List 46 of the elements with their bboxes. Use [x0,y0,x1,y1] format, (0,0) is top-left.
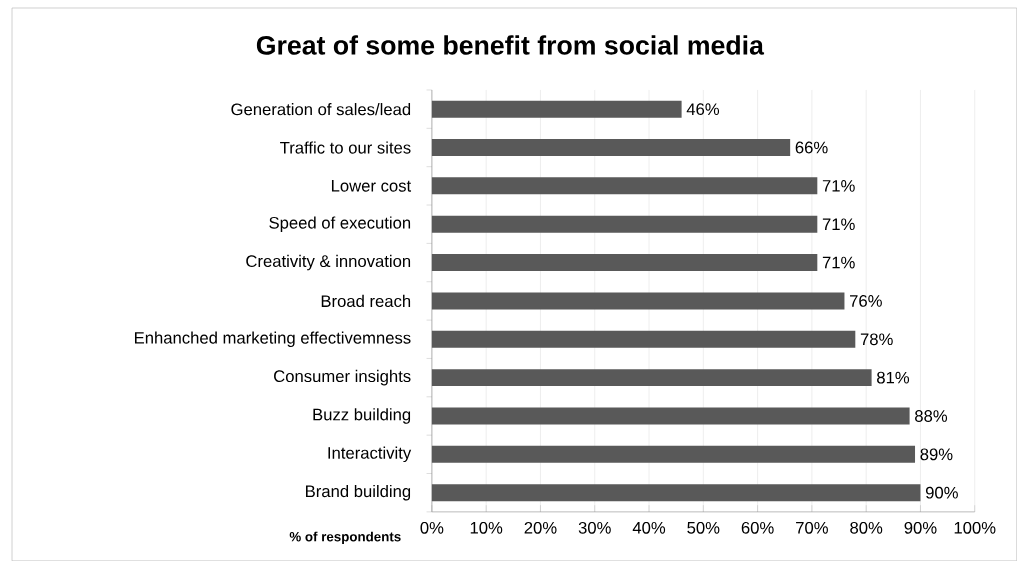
x-tick-label: 60% [741,521,774,534]
chart-title: Great of some benefit from social media [256,35,765,55]
bar [431,177,818,195]
x-tick-label: 70% [796,521,828,534]
data-label: 71% [822,179,855,192]
data-label: 78% [860,333,893,346]
bar [431,292,845,310]
y-tick-label: Speed of execution [269,216,411,232]
y-tick-label: Buzz building [313,408,411,424]
data-label: 46% [686,103,720,116]
data-label: 89% [920,448,953,461]
y-tick-label: Brand building [306,484,411,501]
x-tick-label: 30% [578,521,611,534]
bar [431,100,682,118]
y-tick-label: Generation of sales/lead [231,102,411,116]
y-tick-label: Enhanched marketing effectivemness [134,331,411,347]
data-label: 90% [925,486,958,499]
data-label: 88% [915,410,948,422]
bar [431,138,791,156]
bar [431,215,818,233]
data-label: 66% [795,141,828,154]
bar [431,445,916,463]
y-tick-label: Consumer insights [274,369,411,386]
y-tick-label: Broad reach [321,294,411,307]
y-tick-label: Creativity & innovation [246,254,411,271]
data-label: 71% [822,218,855,230]
bar [431,407,910,425]
x-tick-label: 0% [420,521,444,534]
data-label: 81% [877,371,910,384]
x-tick-label: 20% [524,521,557,534]
y-tick-label: Traffic to our sites [280,141,411,154]
x-tick-label: 80% [850,521,883,534]
x-tick-label: 40% [632,521,666,534]
bar [431,369,872,387]
x-tick-label: 50% [687,521,720,534]
y-tick-label: Interactivity [328,446,412,463]
bar [431,254,818,272]
x-tick-label: 90% [904,521,937,534]
bar [431,330,856,348]
data-label: 76% [850,294,882,307]
data-label: 71% [822,256,855,269]
bar [431,484,921,502]
y-tick-label: Lower cost [331,180,412,192]
x-tick-label: 10% [470,521,503,534]
x-tick-label: 100% [954,521,996,534]
x-axis-title: % of respondents [289,531,401,545]
